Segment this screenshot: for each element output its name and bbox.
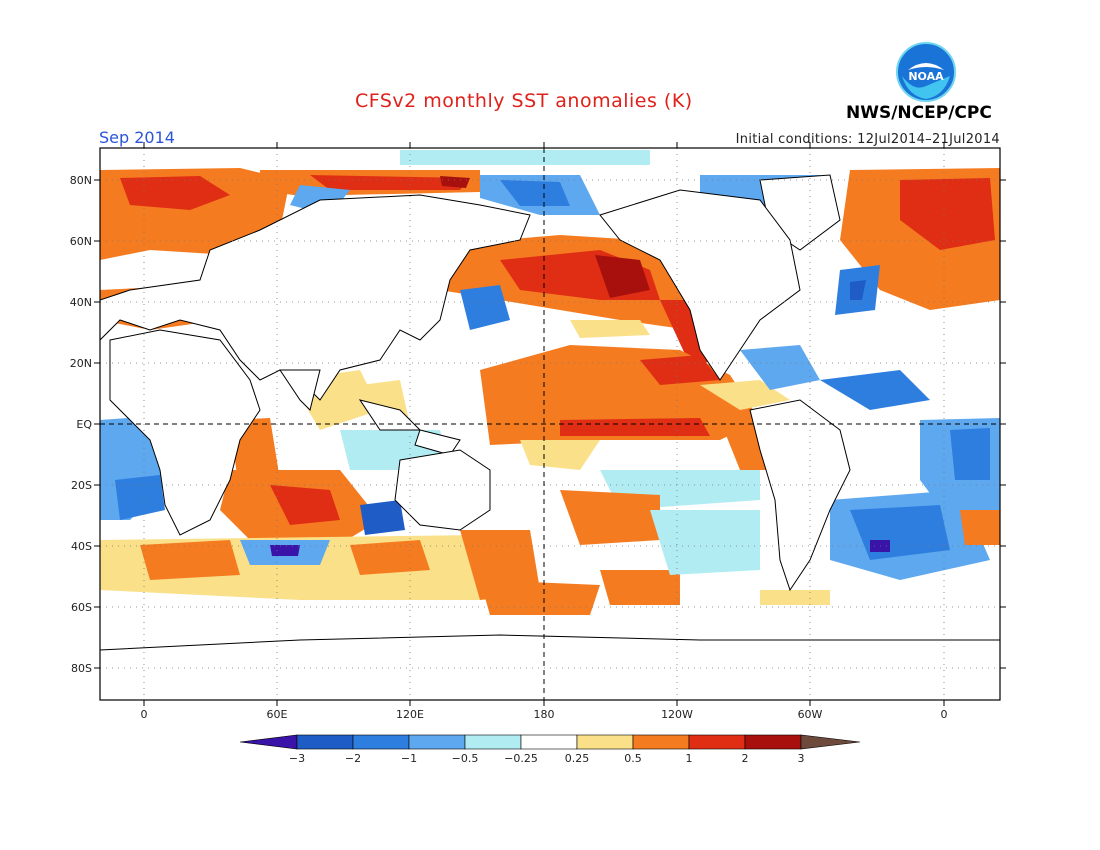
lat-label: 40S xyxy=(71,540,92,553)
lat-label: 20S xyxy=(71,479,92,492)
lat-label: 60S xyxy=(71,601,92,614)
lat-label: 20N xyxy=(70,357,92,370)
valid-month-label: Sep 2014 xyxy=(99,128,175,147)
colorbar-label: 0.25 xyxy=(565,752,590,765)
lon-label: 60E xyxy=(267,708,288,721)
lon-label: 60W xyxy=(798,708,823,721)
land-masses xyxy=(100,174,1000,700)
colorbar-label: −3 xyxy=(289,752,305,765)
initial-conditions-label: Initial conditions: 12Jul2014–21Jul2014 xyxy=(735,132,1000,147)
colorbar-segment xyxy=(352,734,410,750)
agency-label: NWS/NCEP/CPC xyxy=(846,103,992,123)
colorbar-label: 2 xyxy=(742,752,749,765)
noaa-logo: NOAA xyxy=(896,42,956,102)
lon-label: 0 xyxy=(941,708,948,721)
colorbar-label: −2 xyxy=(345,752,361,765)
colorbar-segment xyxy=(520,734,578,750)
colorbar-label: 0.5 xyxy=(624,752,642,765)
colorbar-segment xyxy=(632,734,690,750)
colorbar-label: −0.25 xyxy=(504,752,538,765)
longitude-axis: 0 60E 120E 180 120W 60W 0 xyxy=(141,142,948,721)
colorbar-max-arrow xyxy=(800,734,861,750)
lat-label: EQ xyxy=(76,418,92,431)
lat-label: 40N xyxy=(70,296,92,309)
colorbar-segment xyxy=(688,734,746,750)
colorbar-label: 3 xyxy=(798,752,805,765)
colorbar-label: −0.5 xyxy=(452,752,479,765)
svg-text:NOAA: NOAA xyxy=(908,70,944,83)
lon-label: 120E xyxy=(396,708,424,721)
colorbar-segment xyxy=(744,734,802,750)
colorbar-min-arrow xyxy=(239,734,298,750)
colorbar-segment xyxy=(576,734,634,750)
colorbar: −3 −2 −1 −0.5 −0.25 0.25 0.5 1 2 3 xyxy=(239,734,861,765)
chart-title: CFSv2 monthly SST anomalies (K) xyxy=(355,90,693,112)
lon-label: 120W xyxy=(661,708,693,721)
lat-label: 80N xyxy=(70,174,92,187)
lon-label: 0 xyxy=(141,708,148,721)
lon-label: 180 xyxy=(534,708,555,721)
latitude-axis: 80N 60N 40N 20N EQ 20S 40S 60S 80S xyxy=(70,174,1006,675)
colorbar-label: 1 xyxy=(686,752,693,765)
colorbar-segment xyxy=(408,734,466,750)
lat-label: 80S xyxy=(71,662,92,675)
colorbar-label: −1 xyxy=(401,752,417,765)
colorbar-segment xyxy=(296,734,354,750)
lat-label: 60N xyxy=(70,235,92,248)
colorbar-segment xyxy=(464,734,522,750)
